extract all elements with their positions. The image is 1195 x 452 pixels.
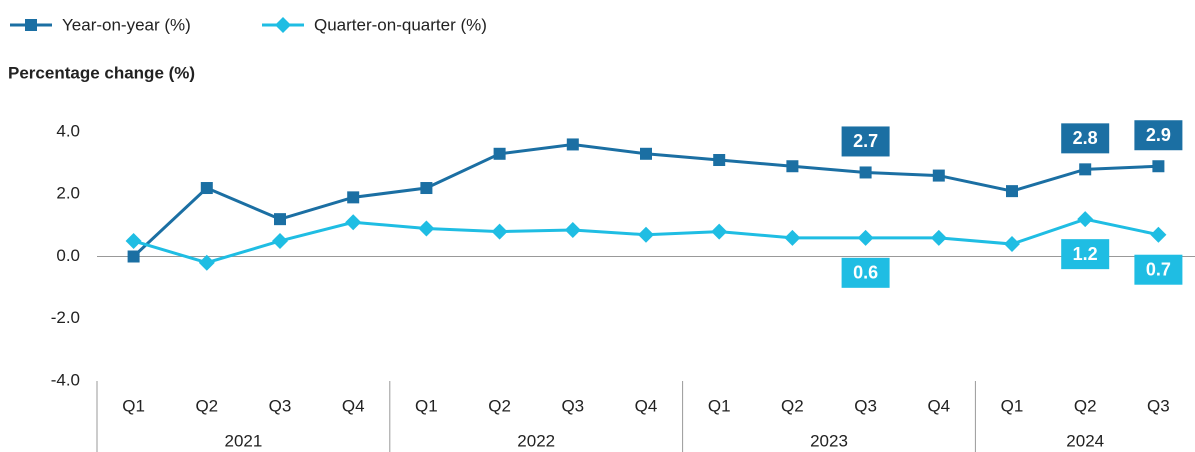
x-group-label: 2023	[810, 431, 848, 450]
x-tick-label: Q1	[122, 396, 145, 415]
marker	[857, 229, 874, 246]
marker	[491, 223, 508, 240]
x-tick-label: Q3	[1147, 396, 1170, 415]
x-group-label: 2022	[517, 431, 555, 450]
marker	[493, 147, 506, 160]
x-tick-label: Q4	[927, 396, 950, 415]
y-tick-label: 4.0	[56, 121, 80, 140]
value-label-box	[1061, 123, 1110, 154]
value-label: 2.7	[853, 131, 878, 151]
value-label: 1.2	[1073, 244, 1098, 264]
marker	[859, 166, 872, 179]
marker	[713, 154, 726, 167]
marker	[272, 232, 288, 249]
value-label-box	[1134, 254, 1183, 285]
x-group-label: 2024	[1066, 431, 1104, 450]
x-tick-label: Q1	[708, 396, 731, 415]
marker	[347, 191, 360, 204]
marker	[127, 250, 140, 263]
x-tick-label: Q3	[269, 396, 292, 415]
marker	[711, 223, 728, 240]
marker	[198, 254, 215, 271]
marker	[1077, 211, 1094, 228]
y-axis-label: Percentage change (%)	[8, 63, 195, 82]
marker	[420, 182, 433, 195]
value-label: 0.7	[1146, 259, 1171, 279]
marker	[1004, 236, 1020, 253]
x-tick-label: Q2	[781, 396, 804, 415]
marker	[274, 213, 286, 226]
x-tick-label: Q3	[854, 396, 877, 415]
marker	[784, 229, 801, 246]
marker	[418, 220, 435, 237]
marker	[1006, 185, 1018, 198]
marker	[930, 229, 947, 246]
value-label-box	[1061, 239, 1110, 270]
x-group-label: 2021	[224, 431, 262, 450]
y-tick-label: -4.0	[51, 370, 80, 389]
marker	[1150, 226, 1167, 243]
x-tick-label: Q2	[1074, 396, 1097, 415]
x-tick-label: Q4	[635, 396, 658, 415]
legend-item: Year-on-year (%)	[10, 15, 191, 34]
value-label-box	[1134, 120, 1183, 151]
x-tick-label: Q4	[342, 396, 365, 415]
marker	[345, 214, 362, 231]
value-label: 0.6	[853, 263, 878, 283]
x-tick-label: Q2	[488, 396, 511, 415]
marker	[1079, 163, 1092, 176]
marker	[640, 147, 652, 160]
marker	[200, 182, 213, 195]
marker	[566, 138, 579, 151]
x-tick-label: Q1	[1001, 396, 1024, 415]
legend-label: Year-on-year (%)	[62, 15, 191, 34]
y-tick-label: 2.0	[56, 184, 80, 203]
y-tick-label: -2.0	[51, 308, 80, 327]
x-tick-label: Q3	[561, 396, 584, 415]
x-tick-label: Q1	[415, 396, 438, 415]
value-label-box	[841, 257, 890, 288]
x-tick-label: Q2	[195, 396, 218, 415]
marker	[25, 19, 37, 31]
marker	[564, 222, 581, 239]
value-label: 2.8	[1073, 128, 1098, 148]
marker	[786, 160, 799, 173]
marker	[1152, 160, 1165, 173]
y-tick-label: 0.0	[56, 246, 80, 265]
marker	[638, 226, 654, 243]
value-label-box	[841, 126, 890, 157]
legend-label: Quarter-on-quarter (%)	[314, 15, 487, 34]
marker	[125, 232, 142, 249]
legend-item: Quarter-on-quarter (%)	[262, 15, 487, 34]
marker	[932, 169, 945, 182]
marker	[275, 17, 291, 33]
value-label: 2.9	[1146, 125, 1171, 145]
